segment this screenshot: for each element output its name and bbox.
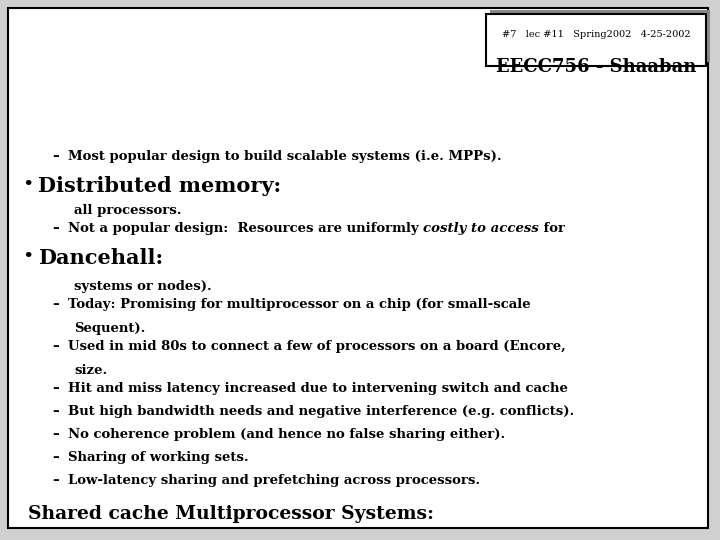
Text: all processors.: all processors. <box>74 204 181 217</box>
FancyBboxPatch shape <box>8 8 708 528</box>
Text: –: – <box>52 340 59 353</box>
Text: EECC756 - Shaaban: EECC756 - Shaaban <box>496 58 696 76</box>
Text: systems or nodes).: systems or nodes). <box>74 280 212 293</box>
Text: •: • <box>22 248 33 266</box>
Text: But high bandwidth needs and negative interference (e.g. conflicts).: But high bandwidth needs and negative in… <box>68 405 575 418</box>
Text: Most popular design to build scalable systems (i.e. MPPs).: Most popular design to build scalable sy… <box>68 150 502 163</box>
Text: –: – <box>52 150 59 163</box>
Text: Sharing of working sets.: Sharing of working sets. <box>68 451 248 464</box>
Text: –: – <box>52 382 59 395</box>
Text: costly to access: costly to access <box>423 222 539 235</box>
Text: –: – <box>52 451 59 464</box>
FancyBboxPatch shape <box>486 14 706 66</box>
Text: –: – <box>52 298 59 311</box>
Text: No coherence problem (and hence no false sharing either).: No coherence problem (and hence no false… <box>68 428 505 441</box>
Text: Shared cache Multiprocessor Systems:: Shared cache Multiprocessor Systems: <box>28 505 434 523</box>
Text: –: – <box>52 474 59 487</box>
FancyBboxPatch shape <box>490 10 710 62</box>
Text: Dancehall:: Dancehall: <box>38 248 163 268</box>
Text: Today: Promising for multiprocessor on a chip (for small-scale: Today: Promising for multiprocessor on a… <box>68 298 531 311</box>
Text: Distributed memory:: Distributed memory: <box>38 176 281 196</box>
Text: •: • <box>22 176 33 194</box>
Text: for: for <box>539 222 565 235</box>
Text: Not a popular design:  Resources are uniformly: Not a popular design: Resources are unif… <box>68 222 423 235</box>
Text: #7   lec #11   Spring2002   4-25-2002: #7 lec #11 Spring2002 4-25-2002 <box>502 30 690 39</box>
Text: Hit and miss latency increased due to intervening switch and cache: Hit and miss latency increased due to in… <box>68 382 568 395</box>
Text: Used in mid 80s to connect a few of processors on a board (Encore,: Used in mid 80s to connect a few of proc… <box>68 340 566 353</box>
Text: Low-latency sharing and prefetching across processors.: Low-latency sharing and prefetching acro… <box>68 474 480 487</box>
Text: Sequent).: Sequent). <box>74 322 145 335</box>
Text: size.: size. <box>74 364 107 377</box>
Text: –: – <box>52 428 59 441</box>
Text: –: – <box>52 405 59 418</box>
Text: –: – <box>52 222 59 235</box>
